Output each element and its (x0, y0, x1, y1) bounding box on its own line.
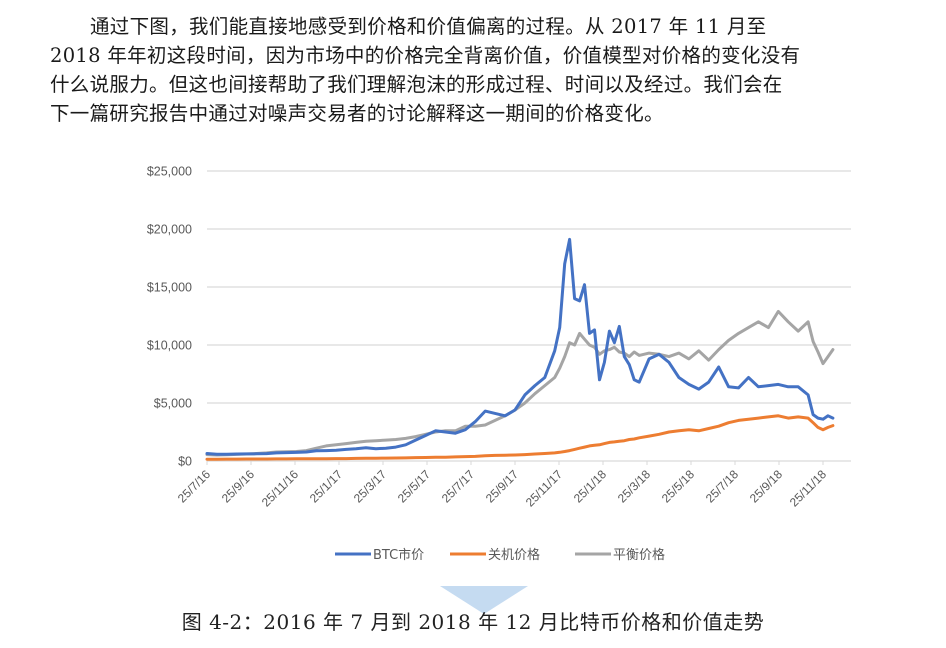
y-tick-label: $10,000 (147, 339, 192, 353)
paragraph-line-3: 什么说服力。但这也间接帮助了我们理解泡沫的形成过程、时间以及经过。我们会在 (50, 73, 783, 96)
x-tick-label: 25/7/18 (703, 467, 741, 505)
x-tick-label: 25/1/18 (571, 467, 609, 505)
x-tick-label: 25/9/18 (747, 467, 785, 505)
x-axis: 25/7/16 25/9/16 25/11/16 25/1/17 25/3/17 25/5… (175, 461, 829, 510)
x-tick-label: 25/11/16 (259, 467, 302, 510)
x-tick-label: 25/7/16 (175, 467, 213, 505)
series-line-btc (205, 237, 835, 456)
x-tick-label: 25/7/17 (439, 467, 477, 505)
y-tick-label: $20,000 (147, 223, 192, 237)
figure-caption-text: 图 4-2：2016 年 7 月到 2018 年 12 月比特币价格和价值走势 (181, 610, 765, 634)
x-tick-label: 25/5/18 (659, 467, 697, 505)
y-tick-label: $25,000 (147, 165, 192, 179)
y-tick-label: $15,000 (147, 281, 192, 295)
body-paragraph: 通过下图，我们能直接地感受到价格和价值偏离的过程。从 2017 年 11 月至 … (50, 12, 890, 128)
x-tick-label: 25/3/18 (615, 467, 653, 505)
x-tick-label: 25/1/17 (307, 467, 345, 505)
y-axis: $0 $5,000 $10,000 $15,000 $20,000 $25,000 (147, 165, 192, 469)
chart-series (205, 237, 835, 461)
x-tick-label: 25/11/17 (523, 467, 566, 510)
chart-gridlines (207, 170, 851, 462)
x-tick-label: 25/5/17 (395, 467, 433, 505)
y-tick-label: $0 (178, 455, 192, 469)
price-value-line-chart: $0 $5,000 $10,000 $15,000 $20,000 $25,000 25/… (147, 165, 851, 563)
paragraph-line-4: 下一篇研究报告中通过对噪声交易者的讨论解释这一期间的价格变化。 (50, 102, 664, 125)
chart-legend: BTC市价 关机价格 平衡价格 (335, 547, 665, 563)
series-line-shutdown (205, 414, 835, 461)
legend-label-shutdown: 关机价格 (488, 547, 540, 563)
figure-caption: 图 4-2：2016 年 7 月到 2018 年 12 月比特币价格和价值走势 (0, 606, 946, 635)
x-tick-label: 25/3/17 (351, 467, 389, 505)
legend-label-btc: BTC市价 (373, 547, 424, 563)
y-tick-label: $5,000 (154, 397, 192, 411)
paragraph-line-1: 通过下图，我们能直接地感受到价格和价值偏离的过程。从 2017 年 11 月至 (90, 15, 767, 38)
x-tick-label: 25/9/17 (483, 467, 521, 505)
paragraph-line-2: 2018 年年初这段时间，因为市场中的价格完全背离价值，价值模型对价格的变化没有 (50, 44, 801, 67)
x-tick-label: 25/11/18 (787, 467, 830, 510)
x-tick-label: 25/9/16 (219, 467, 257, 505)
page-scroll-marker (440, 586, 528, 614)
legend-label-equilibrium: 平衡价格 (613, 547, 665, 563)
series-line-equilibrium (205, 309, 835, 457)
